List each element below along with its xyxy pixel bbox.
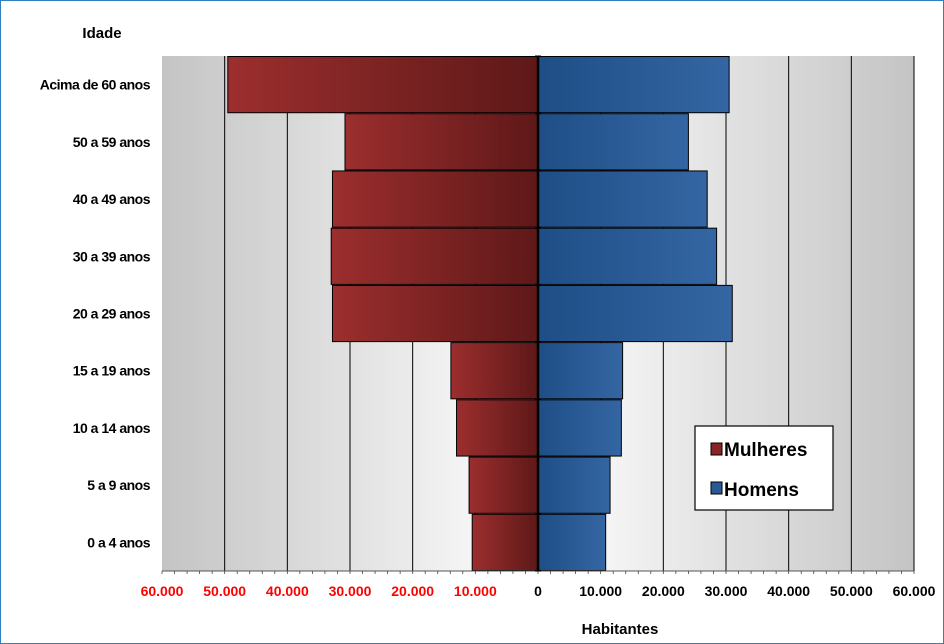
x-tick-labels: 60.000 50.000 40.000 30.000 20.000 10.000 0 10.…: [141, 583, 936, 599]
bar-mulheres-7: [468, 456, 539, 514]
x-tick-label: 60.000: [141, 583, 184, 599]
category-label: 15 a 19 anos: [73, 363, 151, 379]
legend-swatch-mulheres: [710, 442, 723, 456]
bar-homens-6: [537, 399, 622, 457]
axes: [161, 55, 915, 574]
category-label: 30 a 39 anos: [73, 248, 151, 264]
category-label: Acima de 60 anos: [40, 77, 151, 93]
x-axis-title: Habitantes: [582, 621, 659, 638]
bar-homens-3: [537, 227, 718, 285]
bar-homens-5: [537, 342, 624, 400]
x-tick-label: 30.000: [705, 583, 748, 599]
x-tick-label: 0: [534, 583, 542, 599]
bar-mulheres-8: [471, 513, 539, 571]
x-tick-label: 50.000: [830, 583, 873, 599]
category-label: 50 a 59 anos: [73, 134, 151, 150]
bar-mulheres-3: [330, 227, 539, 285]
x-tick-label: 10.000: [579, 583, 622, 599]
bar-homens-4: [537, 284, 733, 343]
x-tick-label: 40.000: [767, 583, 810, 599]
bar-homens-0: [537, 56, 730, 114]
x-tick-label: 10.000: [454, 583, 497, 599]
bar-homens-1: [537, 113, 689, 171]
legend-label-homens: Homens: [724, 480, 799, 501]
x-tick-label: 30.000: [329, 583, 372, 599]
category-label: 40 a 49 anos: [73, 191, 151, 207]
bar-homens-8: [537, 513, 607, 571]
x-tick-label: 40.000: [266, 583, 309, 599]
bar-mulheres-2: [331, 170, 539, 228]
bar-mulheres-5: [450, 342, 539, 400]
bars: [227, 56, 733, 571]
legend-swatch-homens: [710, 481, 723, 495]
category-label: 5 a 9 anos: [87, 477, 150, 493]
bar-homens-2: [537, 170, 708, 228]
legend-label-mulheres: Mulheres: [724, 440, 807, 461]
bar-mulheres-0: [227, 56, 539, 114]
bar-mulheres-1: [344, 113, 539, 171]
legend: Mulheres Homens: [694, 425, 834, 511]
bar-mulheres-6: [456, 399, 539, 457]
x-tick-label: 50.000: [203, 583, 246, 599]
category-label: 0 a 4 anos: [87, 534, 150, 550]
category-label: 10 a 14 anos: [73, 420, 151, 436]
legend-box: [694, 425, 834, 511]
x-tick-label: 20.000: [391, 583, 434, 599]
x-tick-label: 60.000: [893, 583, 936, 599]
bar-mulheres-4: [331, 284, 539, 343]
x-tick-label: 20.000: [642, 583, 685, 599]
category-labels: Acima de 60 anos 50 a 59 anos 40 a 49 anos…: [40, 77, 151, 551]
bar-homens-7: [537, 456, 611, 514]
category-label: 20 a 29 anos: [73, 306, 151, 322]
y-axis-title: Idade: [82, 25, 121, 42]
